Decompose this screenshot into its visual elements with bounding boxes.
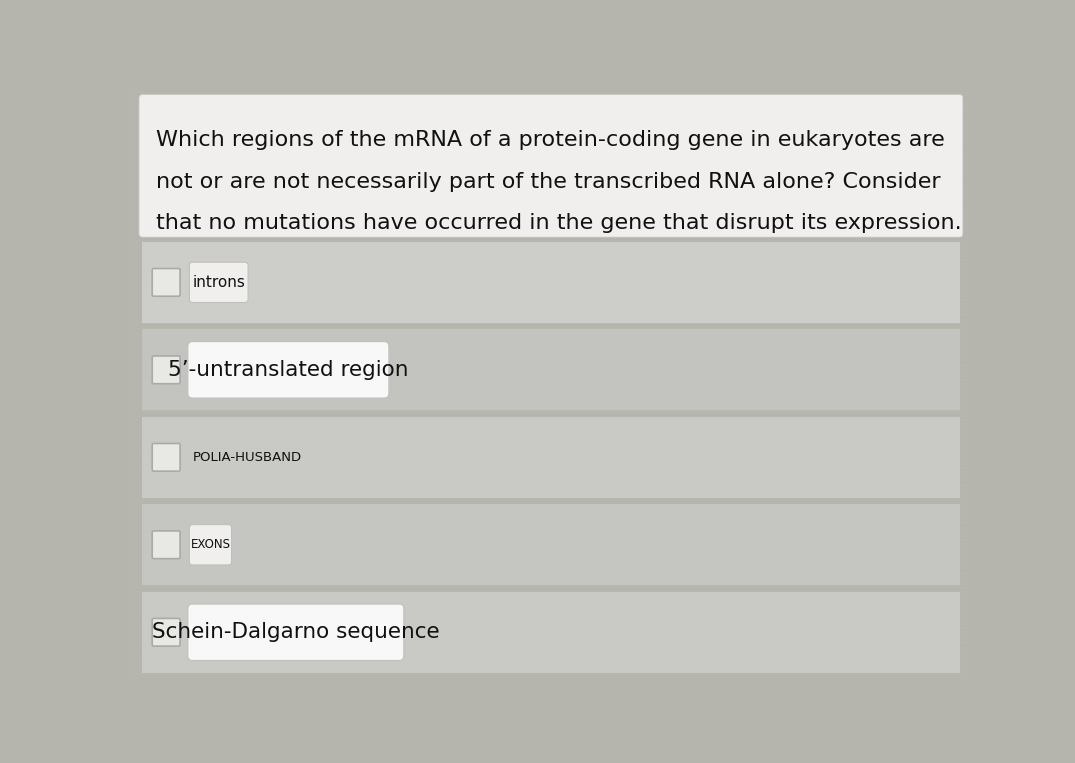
- Bar: [142, 242, 960, 323]
- Text: introns: introns: [192, 275, 245, 290]
- FancyBboxPatch shape: [153, 443, 181, 472]
- Bar: [142, 591, 960, 673]
- FancyBboxPatch shape: [153, 269, 181, 296]
- Text: Which regions of the mRNA of a protein-coding gene in eukaryotes are: Which regions of the mRNA of a protein-c…: [156, 130, 945, 150]
- FancyBboxPatch shape: [139, 95, 963, 237]
- Text: Schein-Dalgarno sequence: Schein-Dalgarno sequence: [152, 623, 440, 642]
- FancyBboxPatch shape: [153, 356, 181, 384]
- FancyBboxPatch shape: [188, 604, 404, 661]
- FancyBboxPatch shape: [188, 342, 389, 398]
- Text: POLIA-HUSBAND: POLIA-HUSBAND: [192, 451, 302, 464]
- FancyBboxPatch shape: [189, 262, 248, 302]
- Text: not or are not necessarily part of the transcribed RNA alone? Consider: not or are not necessarily part of the t…: [156, 172, 941, 192]
- Text: 5’-untranslated region: 5’-untranslated region: [168, 360, 408, 380]
- Text: EXONS: EXONS: [190, 538, 230, 552]
- Bar: [142, 504, 960, 585]
- Bar: [142, 417, 960, 498]
- Text: that no mutations have occurred in the gene that disrupt its expression.: that no mutations have occurred in the g…: [156, 213, 962, 233]
- Bar: [142, 329, 960, 410]
- FancyBboxPatch shape: [153, 531, 181, 559]
- FancyBboxPatch shape: [189, 525, 231, 565]
- FancyBboxPatch shape: [153, 618, 181, 646]
